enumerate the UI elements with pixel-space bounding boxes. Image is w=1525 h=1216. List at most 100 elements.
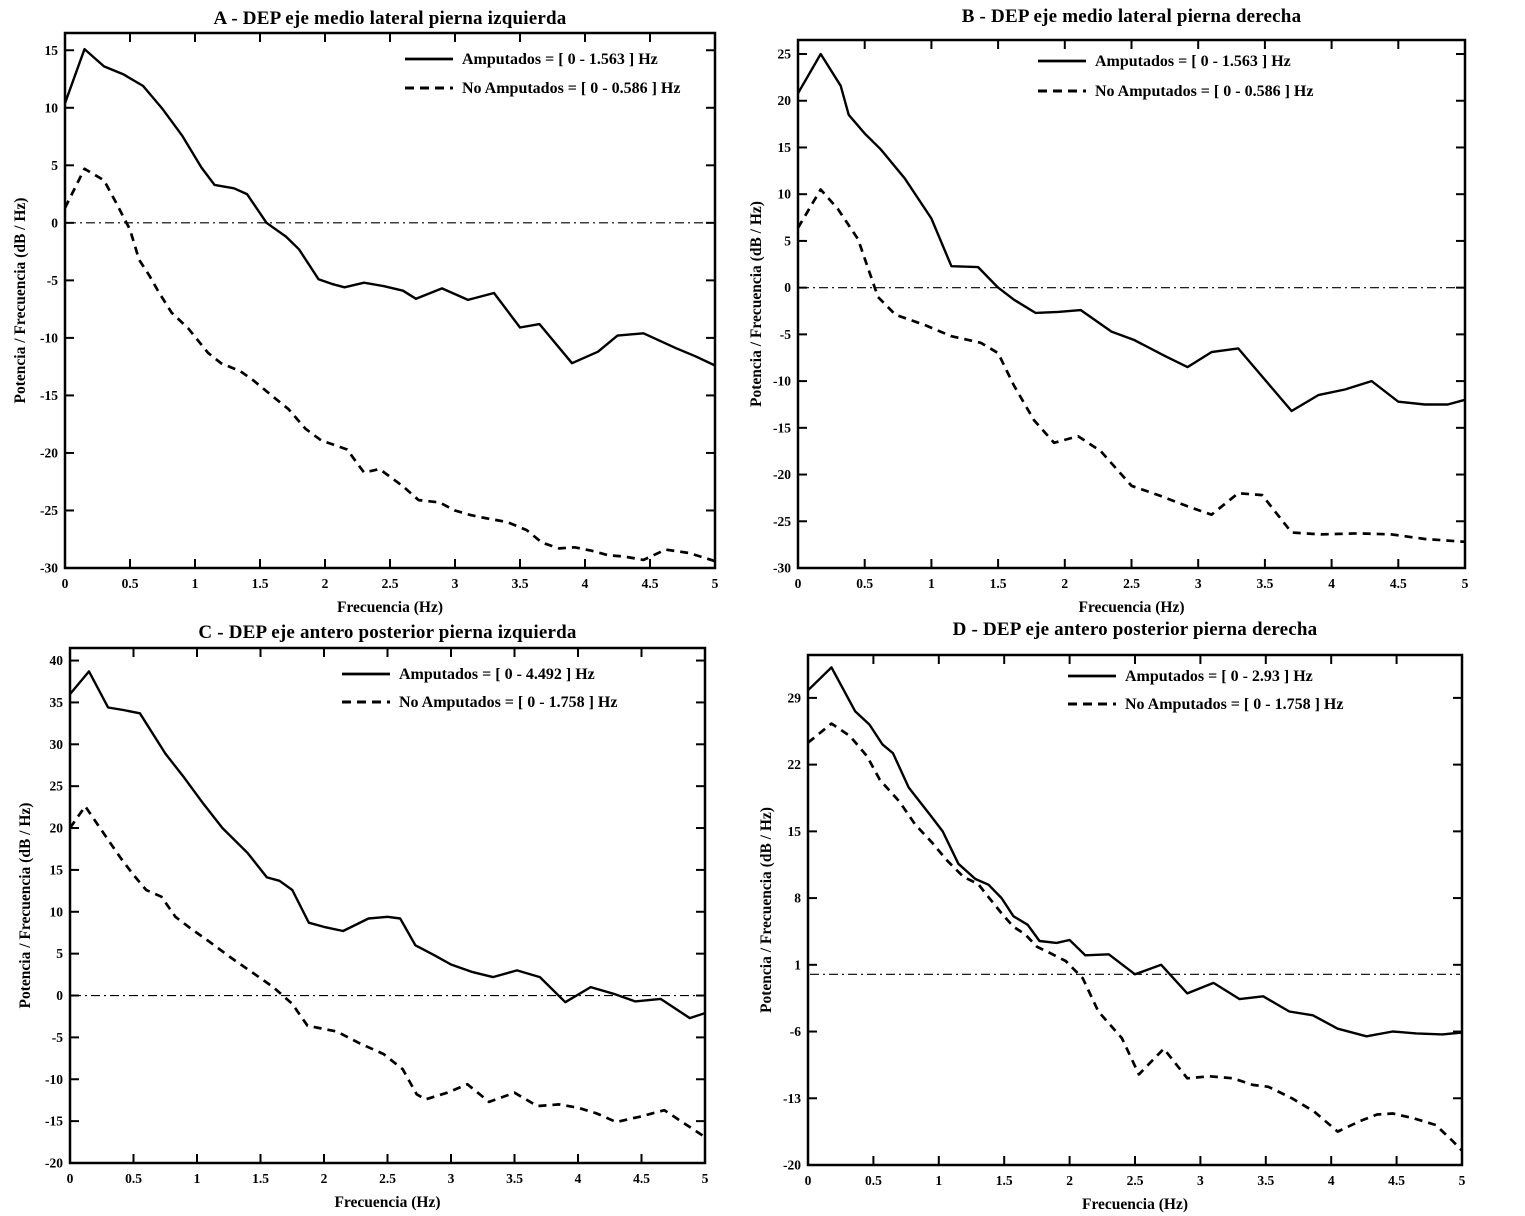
y-tick-label: 30 xyxy=(50,737,64,752)
y-tick-label: -10 xyxy=(40,330,58,345)
legend-label: Amputados = [ 0 - 4.492 ] Hz xyxy=(399,666,595,683)
x-tick-label: 2.5 xyxy=(1123,576,1140,591)
y-tick-label: 8 xyxy=(794,891,801,906)
x-tick-label: 4 xyxy=(1328,576,1335,591)
x-tick-label: 0.5 xyxy=(856,576,873,591)
y-tick-label: 29 xyxy=(788,690,802,705)
y-tick-label: 35 xyxy=(50,695,64,710)
x-tick-label: 1 xyxy=(194,1171,201,1186)
x-tick-label: 3 xyxy=(448,1171,455,1186)
x-tick-label: 2.5 xyxy=(382,576,399,591)
y-tick-label: -30 xyxy=(773,561,791,576)
x-tick-label: 5 xyxy=(702,1171,709,1186)
x-tick-label: 1.5 xyxy=(252,1171,269,1186)
x-tick-label: 5 xyxy=(1459,1173,1466,1188)
y-tick-label: 25 xyxy=(778,47,792,62)
y-tick-label: 0 xyxy=(56,988,63,1003)
panel-c-title: C - DEP eje antero posterior pierna izqu… xyxy=(198,622,577,643)
x-tick-label: 4 xyxy=(1328,1173,1335,1188)
panel-c: 0 0.5 1 1.5 2 2.5 3 3.5 4 4.5 5 40 35 30 25 20 15 10 5 0 -5 -… xyxy=(17,646,709,1211)
legend-label: No Amputados = [ 0 - 1.758 ] Hz xyxy=(399,694,617,711)
x-tick-label: 1.5 xyxy=(252,576,269,591)
x-tick-label: 4 xyxy=(582,576,589,591)
panel-c-legend: Amputados = [ 0 - 4.492 ] Hz No Amputados… xyxy=(342,666,617,711)
x-axis-label: Frecuencia (Hz) xyxy=(337,599,443,616)
y-tick-label: 15 xyxy=(788,824,802,839)
x-tick-label: 2 xyxy=(321,1171,328,1186)
x-axis-label: Frecuencia (Hz) xyxy=(334,1194,440,1211)
y-tick-label: -10 xyxy=(773,374,791,389)
y-tick-label: -20 xyxy=(40,445,58,460)
x-tick-label: 3 xyxy=(1195,576,1202,591)
x-tick-label: 2.5 xyxy=(1127,1173,1144,1188)
panel-a-legend: Amputados = [ 0 - 1.563 ] Hz No Amputados… xyxy=(405,51,680,97)
y-tick-label: -20 xyxy=(45,1156,63,1171)
panel-d-legend: Amputados = [ 0 - 2.93 ] Hz No Amputados … xyxy=(1068,668,1343,713)
panel-a-title: A - DEP eje medio lateral pierna izquier… xyxy=(213,8,567,29)
panel-b: 0 0.5 1 1.5 2 2.5 3 3.5 4 4.5 5 25 20 15 10 5 0 -5 -10 -15 -… xyxy=(748,38,1469,616)
panel-d-plot-border xyxy=(806,653,1464,1167)
amputados-line xyxy=(63,47,716,367)
y-tick-label: 22 xyxy=(788,757,802,772)
panel-c-plot-border xyxy=(68,646,707,1165)
amputados-line xyxy=(807,666,1463,1038)
x-axis-label: Frecuencia (Hz) xyxy=(1082,1196,1188,1213)
y-tick-label: 15 xyxy=(778,140,792,155)
panel-b-legend: Amputados = [ 0 - 1.563 ] Hz No Amputados… xyxy=(1038,53,1313,100)
y-axis-label: Potencia / Frecuencia (dB / Hz) xyxy=(12,198,29,404)
x-tick-label: 2.5 xyxy=(379,1171,396,1186)
x-tick-label: 3.5 xyxy=(1257,1173,1274,1188)
x-tick-label: 4 xyxy=(575,1171,582,1186)
x-tick-label: 2 xyxy=(1066,1173,1073,1188)
x-tick-label: 1.5 xyxy=(990,576,1007,591)
y-tick-label: -10 xyxy=(45,1072,63,1087)
x-tick-label: 4.5 xyxy=(1388,1173,1405,1188)
x-tick-label: 4.5 xyxy=(1390,576,1407,591)
y-tick-label: -25 xyxy=(773,514,791,529)
y-tick-label: -20 xyxy=(773,467,791,482)
no-amputados-line xyxy=(68,804,706,1139)
y-tick-label: -30 xyxy=(40,561,58,576)
y-tick-label: 5 xyxy=(784,233,791,248)
panel-d: 0 0.5 1 1.5 2 2.5 3 3.5 4 4.5 5 29 22 15 8 1 -6 -13 -20 Amp… xyxy=(758,653,1466,1213)
y-tick-label: -15 xyxy=(40,388,58,403)
x-tick-label: 5 xyxy=(1462,576,1469,591)
x-tick-label: 0 xyxy=(67,1171,74,1186)
x-tick-label: 1.5 xyxy=(996,1173,1013,1188)
y-tick-label: 10 xyxy=(45,100,59,115)
y-tick-label: 20 xyxy=(50,821,64,836)
y-axis-label: Potencia / Frecuencia (dB / Hz) xyxy=(748,201,765,407)
y-axis-label: Potencia / Frecuencia (dB / Hz) xyxy=(17,803,34,1009)
panel-d-title: D - DEP eje antero posterior pierna dere… xyxy=(952,619,1318,640)
x-tick-label: 0.5 xyxy=(122,576,139,591)
amputados-line xyxy=(69,670,706,1020)
panel-b-plot-border xyxy=(796,38,1467,570)
panel-b-title: B - DEP eje medio lateral pierna derecha xyxy=(961,6,1302,27)
x-tick-label: 0.5 xyxy=(865,1173,882,1188)
no-amputados-line xyxy=(796,188,1466,544)
legend-label: No Amputados = [ 0 - 0.586 ] Hz xyxy=(462,80,680,97)
x-tick-label: 0 xyxy=(805,1173,812,1188)
y-tick-label: -5 xyxy=(52,1030,63,1045)
y-tick-label: -15 xyxy=(45,1114,63,1129)
legend-label: Amputados = [ 0 - 1.563 ] Hz xyxy=(1095,53,1291,70)
legend-label: Amputados = [ 0 - 1.563 ] Hz xyxy=(462,51,658,68)
legend-label: No Amputados = [ 0 - 1.758 ] Hz xyxy=(1125,696,1343,713)
y-tick-label: 10 xyxy=(778,187,792,202)
y-tick-label: 15 xyxy=(50,862,64,877)
y-tick-label: -13 xyxy=(783,1091,801,1106)
legend-label: No Amputados = [ 0 - 0.586 ] Hz xyxy=(1095,83,1313,100)
y-tick-label: 15 xyxy=(45,43,59,58)
x-tick-label: 4.5 xyxy=(633,1171,650,1186)
y-tick-label: -5 xyxy=(47,273,58,288)
x-tick-label: 1 xyxy=(935,1173,942,1188)
y-tick-label: -25 xyxy=(40,503,58,518)
y-tick-label: 5 xyxy=(56,946,63,961)
x-tick-label: 3 xyxy=(452,576,459,591)
y-tick-label: -5 xyxy=(780,327,791,342)
y-tick-label: -15 xyxy=(773,420,791,435)
x-tick-label: 4.5 xyxy=(642,576,659,591)
x-tick-label: 2 xyxy=(1061,576,1068,591)
x-tick-label: 1 xyxy=(192,576,199,591)
